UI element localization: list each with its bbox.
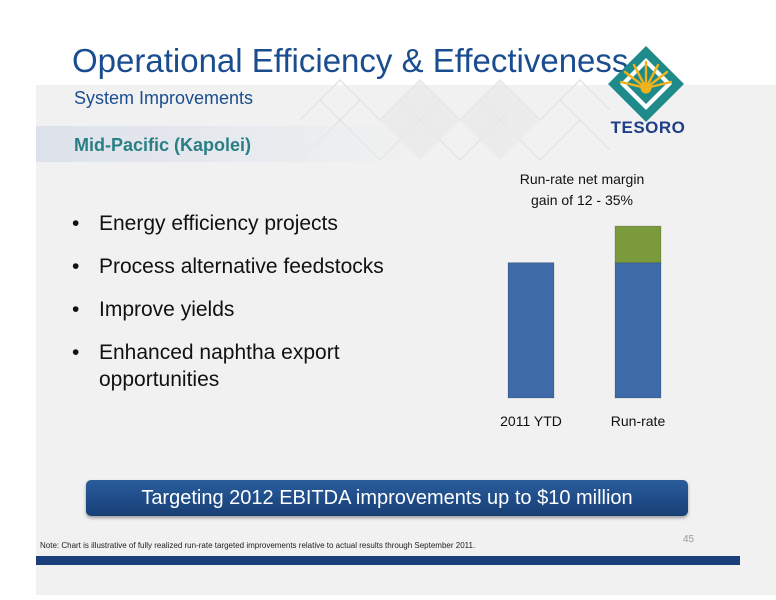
category-label: Run-rate	[611, 413, 666, 429]
category-label: 2011 YTD	[500, 413, 562, 429]
bullet-text: Process alternative feedstocks	[99, 255, 384, 278]
logo-text: TESORO	[610, 118, 686, 137]
bar-ytd-segment-0	[507, 262, 555, 399]
bar-run-rate-segment-0	[614, 262, 662, 399]
footer-bar	[36, 556, 740, 565]
margin-bar-chart: Run-rate net margin gain of 12 - 35% 201…	[500, 171, 666, 429]
ebitda-callout: Targeting 2012 EBITDA improvements up to…	[86, 480, 688, 516]
diamond-pattern	[300, 78, 610, 160]
bullet-text: Improve yields	[99, 298, 235, 321]
bullet-list: • Energy efficiency projects • Process alt…	[72, 210, 402, 409]
page-title: Operational Efficiency & Effectiveness	[72, 42, 629, 79]
bullet-text: Enhanced naphtha export opportunities	[99, 341, 340, 391]
bullet-text: Energy efficiency projects	[99, 212, 338, 235]
page-subtitle: System Improvements	[74, 88, 254, 108]
bullet-icon: •	[72, 255, 80, 278]
bullet-item: • Enhanced naphtha export opportunities	[72, 339, 402, 393]
bullet-icon: •	[72, 212, 80, 235]
bullet-icon: •	[72, 341, 80, 364]
bullet-icon: •	[72, 298, 80, 321]
chart-title-line-1: Run-rate net margin	[520, 171, 645, 187]
tesoro-logo-icon	[608, 46, 684, 122]
section-title: Mid-Pacific (Kapolei)	[74, 135, 252, 155]
bullet-item: • Improve yields	[72, 296, 402, 323]
chart-title-line-2: gain of 12 - 35%	[531, 192, 633, 208]
section-bar	[36, 126, 416, 162]
bullet-item: • Process alternative feedstocks	[72, 253, 402, 280]
footnote: Note: Chart is illustrative of fully rea…	[40, 541, 476, 550]
page-number: 45	[683, 534, 695, 545]
bullet-item: • Energy efficiency projects	[72, 210, 402, 237]
bar-run-rate-segment-1	[614, 225, 662, 264]
